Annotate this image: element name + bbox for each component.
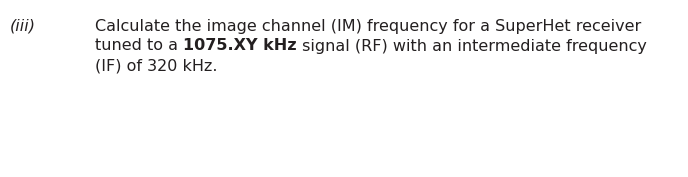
Text: (iii): (iii) [10,19,36,33]
Text: 1075.XY kHz: 1075.XY kHz [183,39,297,53]
Text: tuned to a: tuned to a [95,39,183,53]
Text: (IF) of 320 kHz.: (IF) of 320 kHz. [95,59,217,73]
Text: Calculate the image channel (IM) frequency for a SuperHet receiver: Calculate the image channel (IM) frequen… [95,19,641,33]
Text: signal (RF) with an intermediate frequency: signal (RF) with an intermediate frequen… [297,39,647,53]
